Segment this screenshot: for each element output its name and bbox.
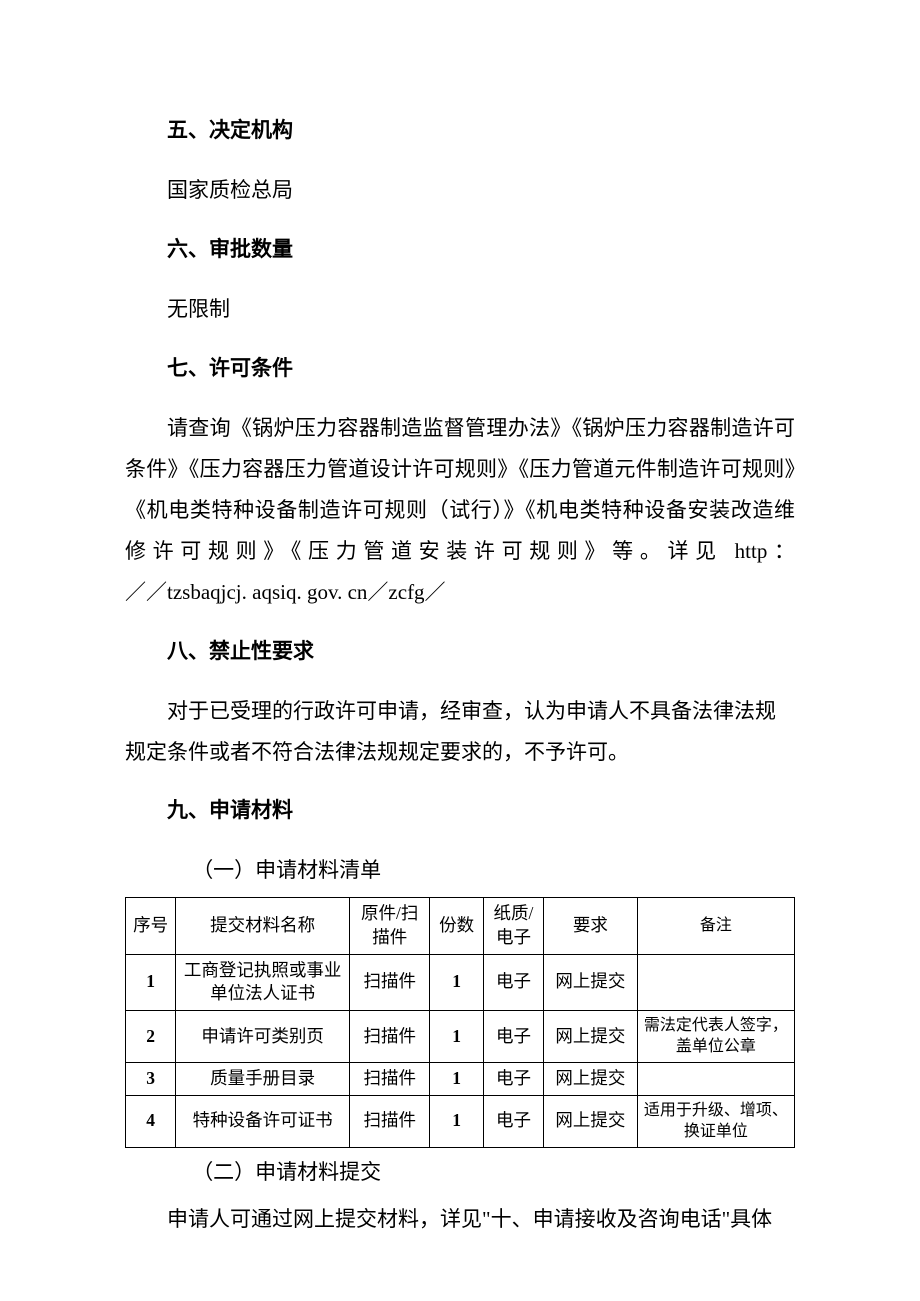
section-9-sub2: （二）申请材料提交 <box>125 1152 795 1193</box>
section-5-heading: 五、决定机构 <box>125 110 795 152</box>
section-9-closing: 申请人可通过网上提交材料，详见"十、申请接收及咨询电话"具体 <box>125 1199 795 1240</box>
col-header-medium: 纸质/电子 <box>483 898 543 954</box>
table-header-row: 序号 提交材料名称 原件/扫描件 份数 纸质/电子 要求 备注 <box>126 898 795 954</box>
cell-scan: 扫描件 <box>350 954 430 1010</box>
table-row: 3 质量手册目录 扫描件 1 电子 网上提交 <box>126 1063 795 1096</box>
cell-scan: 扫描件 <box>350 1063 430 1096</box>
cell-medium: 电子 <box>483 1063 543 1096</box>
materials-table: 序号 提交材料名称 原件/扫描件 份数 纸质/电子 要求 备注 1 工商登记执照… <box>125 897 795 1148</box>
section-8-body: 对于已受理的行政许可申请，经审查，认为申请人不具备法律法规规定条件或者不符合法律… <box>125 691 795 773</box>
cell-name: 质量手册目录 <box>176 1063 350 1096</box>
table-body: 1 工商登记执照或事业单位法人证书 扫描件 1 电子 网上提交 2 申请许可类别… <box>126 954 795 1147</box>
section-6-body: 无限制 <box>125 289 795 330</box>
section-7: 七、许可条件 请查询《锅炉压力容器制造监督管理办法》《锅炉压力容器制造许可条件》… <box>125 348 795 613</box>
section-8: 八、禁止性要求 对于已受理的行政许可申请，经审查，认为申请人不具备法律法规规定条… <box>125 631 795 773</box>
table-row: 4 特种设备许可证书 扫描件 1 电子 网上提交 适用于升级、增项、换证单位 <box>126 1095 795 1147</box>
col-header-copies: 份数 <box>430 898 484 954</box>
cell-copies: 1 <box>430 1063 484 1096</box>
cell-copies: 1 <box>430 1010 484 1062</box>
cell-req: 网上提交 <box>544 1063 638 1096</box>
cell-medium: 电子 <box>483 1010 543 1062</box>
cell-medium: 电子 <box>483 1095 543 1147</box>
cell-copies: 1 <box>430 1095 484 1147</box>
section-7-body: 请查询《锅炉压力容器制造监督管理办法》《锅炉压力容器制造许可条件》《压力容器压力… <box>125 408 795 613</box>
cell-scan: 扫描件 <box>350 1010 430 1062</box>
col-header-seq: 序号 <box>126 898 176 954</box>
cell-seq: 4 <box>126 1095 176 1147</box>
cell-note: 需法定代表人签字，盖单位公章 <box>637 1010 794 1062</box>
cell-req: 网上提交 <box>544 1010 638 1062</box>
col-header-scan: 原件/扫描件 <box>350 898 430 954</box>
section-9: 九、申请材料 （一）申请材料清单 序号 提交材料名称 原件/扫描件 份数 纸质/… <box>125 790 795 1239</box>
col-header-name: 提交材料名称 <box>176 898 350 954</box>
cell-name: 特种设备许可证书 <box>176 1095 350 1147</box>
cell-seq: 3 <box>126 1063 176 1096</box>
cell-note: 适用于升级、增项、换证单位 <box>637 1095 794 1147</box>
section-9-heading: 九、申请材料 <box>125 790 795 832</box>
cell-medium: 电子 <box>483 954 543 1010</box>
section-5: 五、决定机构 国家质检总局 <box>125 110 795 211</box>
cell-copies: 1 <box>430 954 484 1010</box>
cell-req: 网上提交 <box>544 954 638 1010</box>
cell-seq: 1 <box>126 954 176 1010</box>
section-5-body: 国家质检总局 <box>125 170 795 211</box>
section-9-sub1: （一）申请材料清单 <box>125 850 795 891</box>
cell-scan: 扫描件 <box>350 1095 430 1147</box>
cell-req: 网上提交 <box>544 1095 638 1147</box>
cell-note <box>637 1063 794 1096</box>
col-header-note: 备注 <box>637 898 794 954</box>
cell-note <box>637 954 794 1010</box>
section-6: 六、审批数量 无限制 <box>125 229 795 330</box>
table-row: 1 工商登记执照或事业单位法人证书 扫描件 1 电子 网上提交 <box>126 954 795 1010</box>
cell-seq: 2 <box>126 1010 176 1062</box>
section-7-heading: 七、许可条件 <box>125 348 795 390</box>
cell-name: 申请许可类别页 <box>176 1010 350 1062</box>
col-header-req: 要求 <box>544 898 638 954</box>
cell-name: 工商登记执照或事业单位法人证书 <box>176 954 350 1010</box>
section-7-body-main: 请查询《锅炉压力容器制造监督管理办法》《锅炉压力容器制造许可条件》《压力容器压力… <box>125 416 795 563</box>
section-7-body-last: ／／tzsbaqjcj. aqsiq. gov. cn／zcfg／ <box>125 572 795 613</box>
section-6-heading: 六、审批数量 <box>125 229 795 271</box>
section-8-heading: 八、禁止性要求 <box>125 631 795 673</box>
table-row: 2 申请许可类别页 扫描件 1 电子 网上提交 需法定代表人签字，盖单位公章 <box>126 1010 795 1062</box>
